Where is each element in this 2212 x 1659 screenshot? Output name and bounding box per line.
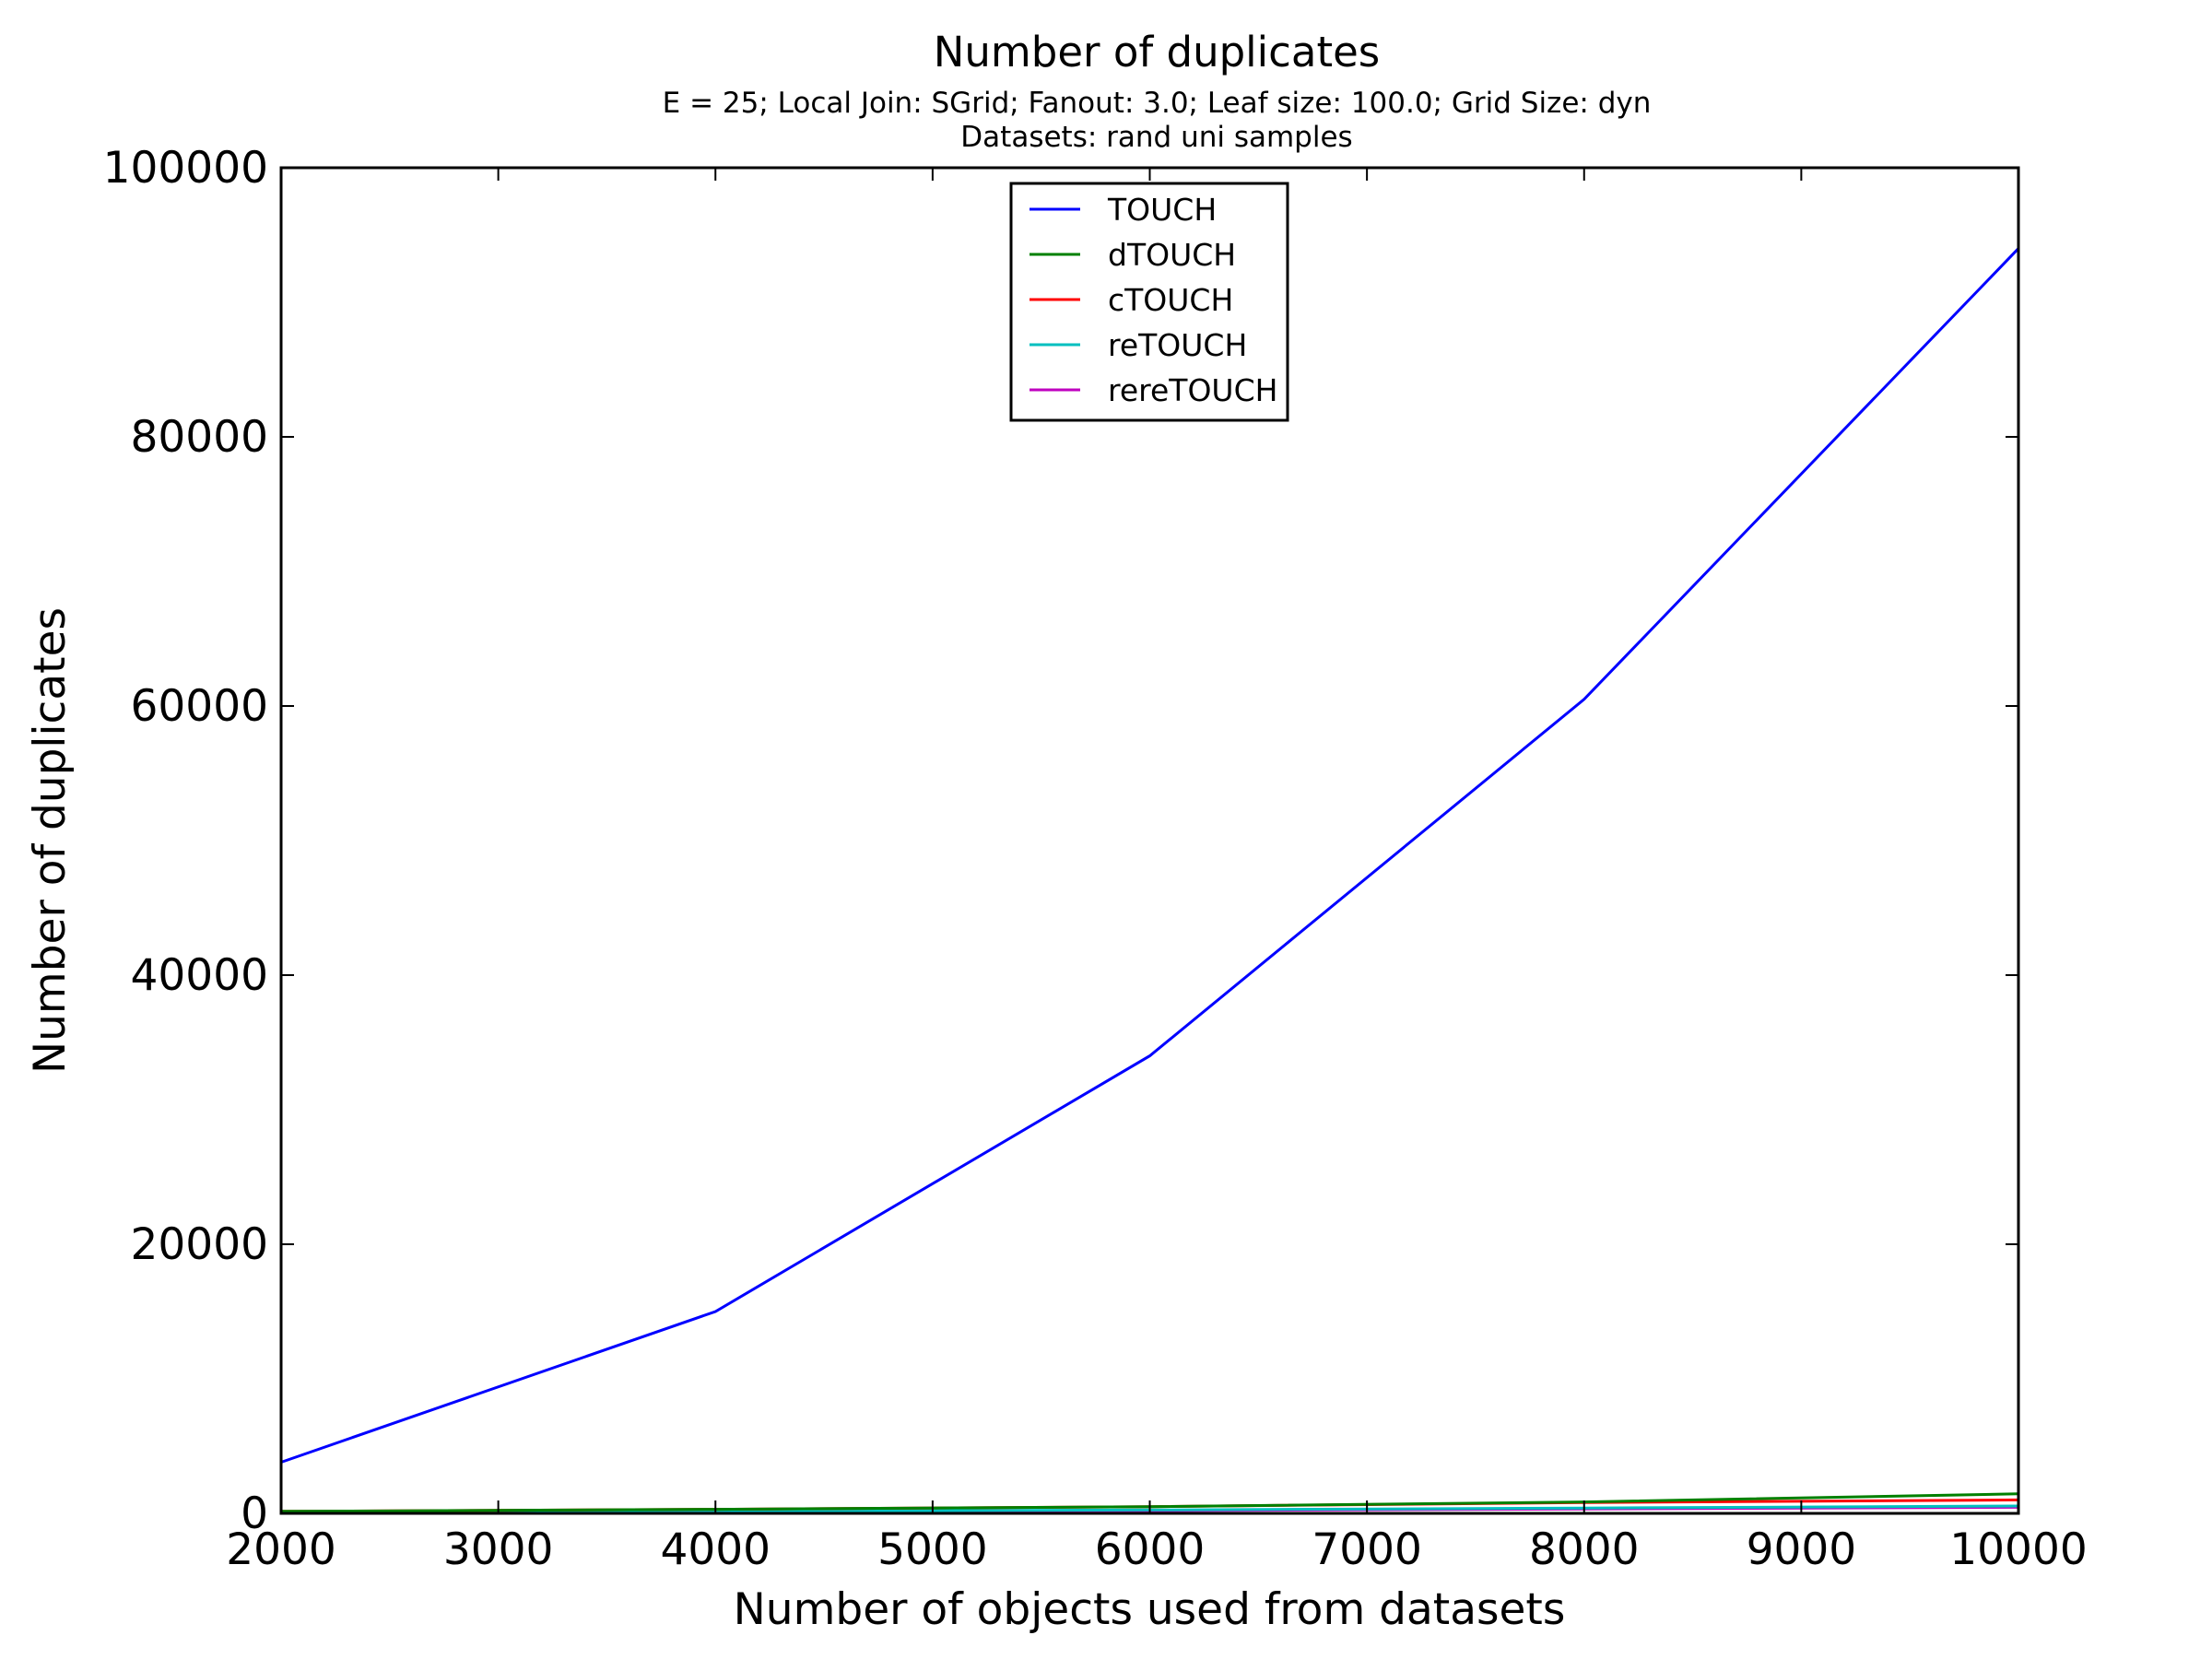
x-tick-label: 3000	[443, 1524, 554, 1575]
x-tick-label: 2000	[226, 1524, 336, 1575]
chart-title: Number of duplicates	[934, 28, 1381, 76]
legend-label: rereTOUCH	[1108, 372, 1277, 408]
legend-label: reTOUCH	[1108, 327, 1247, 363]
y-axis-ticks: 0 20000 40000 60000 80000 100000	[103, 143, 2018, 1539]
x-tick-label: 10000	[1949, 1524, 2088, 1575]
x-tick-label: 8000	[1529, 1524, 1640, 1575]
y-axis-label: Number of duplicates	[25, 607, 76, 1074]
x-axis-label: Number of objects used from datasets	[734, 1584, 1566, 1635]
legend-item-retouch: reTOUCH	[1030, 327, 1247, 363]
legend-label: dTOUCH	[1108, 237, 1236, 273]
y-tick-label: 100000	[103, 143, 268, 194]
x-tick-label: 4000	[660, 1524, 771, 1575]
y-tick-label: 60000	[130, 681, 268, 732]
chart-subtitle-line-1: E = 25; Local Join: SGrid; Fanout: 3.0; …	[663, 87, 1652, 120]
legend-frame	[1009, 182, 1289, 422]
legend-item-dtouch: dTOUCH	[1030, 237, 1236, 273]
x-tick-label: 9000	[1747, 1524, 1857, 1575]
x-tick-label: 6000	[1095, 1524, 1206, 1575]
series-line-touch	[280, 247, 2020, 1464]
x-tick-label: 7000	[1312, 1524, 1422, 1575]
legend-item-touch: TOUCH	[1030, 192, 1217, 228]
chart-subtitle-line-2: Datasets: rand uni samples	[960, 121, 1352, 154]
legend-label: TOUCH	[1107, 192, 1217, 228]
x-tick-label: 5000	[877, 1524, 988, 1575]
legend-label: cTOUCH	[1108, 282, 1233, 318]
y-tick-label: 0	[241, 1488, 268, 1539]
legend: TOUCH dTOUCH cTOUCH reTOUCH rereTOUCH	[1009, 182, 1289, 422]
legend-item-ctouch: cTOUCH	[1030, 282, 1233, 318]
plot-frame	[279, 166, 2020, 1515]
y-tick-label: 20000	[130, 1219, 268, 1270]
legend-item-reretouch: rereTOUCH	[1030, 372, 1277, 408]
x-axis-ticks: 2000 3000 4000 5000 6000 7000 8000 9000 10000	[226, 168, 2088, 1575]
y-tick-label: 80000	[130, 412, 268, 463]
y-tick-label: 40000	[130, 950, 268, 1001]
plot-lines	[280, 247, 2020, 1514]
